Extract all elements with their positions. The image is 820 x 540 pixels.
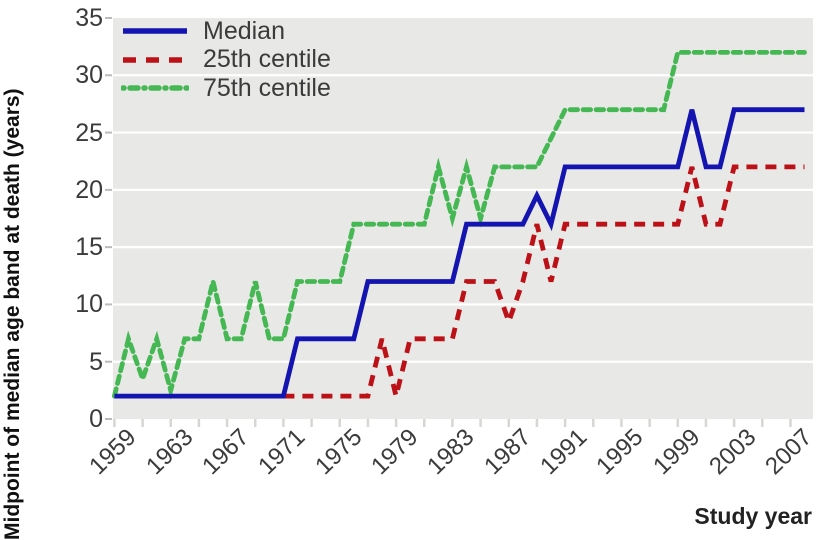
legend-label-median: Median [203, 16, 285, 45]
series-line-75th-centile [112, 50, 807, 400]
y-tick-label: 25 [75, 118, 103, 147]
series-line-25th-centile [283, 164, 805, 399]
y-tick-label: 35 [75, 4, 103, 32]
legend-item-25th-centile: 25th centile [121, 45, 331, 75]
y-tick-label: 5 [89, 347, 103, 376]
legend: Median 25th centile 75th centile [121, 17, 331, 103]
y-tick-label: 0 [89, 405, 103, 433]
legend-label-25th-centile: 25th centile [203, 45, 331, 74]
legend-item-75th-centile: 75th centile [121, 74, 331, 103]
x-axis-title: Study year [694, 503, 812, 529]
25th-centile-line-swatch [123, 57, 189, 63]
median-line-swatch [123, 28, 187, 34]
series-line-median [114, 107, 805, 399]
legend-item-median: Median [121, 17, 331, 46]
legend-label-75th-centile: 75th centile [203, 73, 331, 102]
y-tick-label: 30 [75, 61, 103, 90]
y-tick-label: 10 [75, 290, 103, 319]
75th-centile-line-swatch [121, 85, 189, 91]
y-axis-title: Midpoint of median age band at death (ye… [1, 88, 24, 540]
y-tick-label: 15 [75, 233, 103, 262]
y-tick-label: 20 [75, 175, 103, 204]
